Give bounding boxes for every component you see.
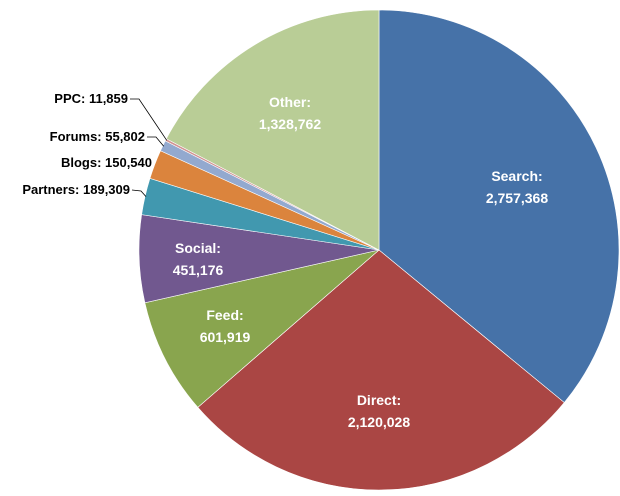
label-feed-name: Feed: xyxy=(206,307,243,323)
slice-search xyxy=(378,9,620,404)
label-forums: Forums: 55,802 xyxy=(50,129,145,144)
slice-direct xyxy=(197,249,565,491)
label-search-name: Search: xyxy=(491,168,542,184)
label-social-value: 451,176 xyxy=(173,262,224,278)
label-other-value: 1,328,762 xyxy=(259,116,321,132)
label-partners: Partners: 189,309 xyxy=(22,182,130,197)
leader-line-forums xyxy=(147,136,165,147)
label-direct-value: 2,120,028 xyxy=(348,414,410,430)
leader-lines xyxy=(130,98,168,197)
label-ppc: PPC: 11,859 xyxy=(54,91,128,106)
label-feed-value: 601,919 xyxy=(200,329,251,345)
label-social-name: Social: xyxy=(175,240,221,256)
label-blogs: Blogs: 150,540 xyxy=(61,155,152,170)
label-other-name: Other: xyxy=(269,94,311,110)
leader-line-ppc xyxy=(130,98,168,141)
slice-other xyxy=(165,9,380,251)
pie-slices xyxy=(138,9,620,491)
label-direct-name: Direct: xyxy=(357,392,401,408)
slice-feed xyxy=(144,249,380,408)
leader-line-partners xyxy=(131,189,147,197)
label-search-value: 2,757,368 xyxy=(486,190,548,206)
